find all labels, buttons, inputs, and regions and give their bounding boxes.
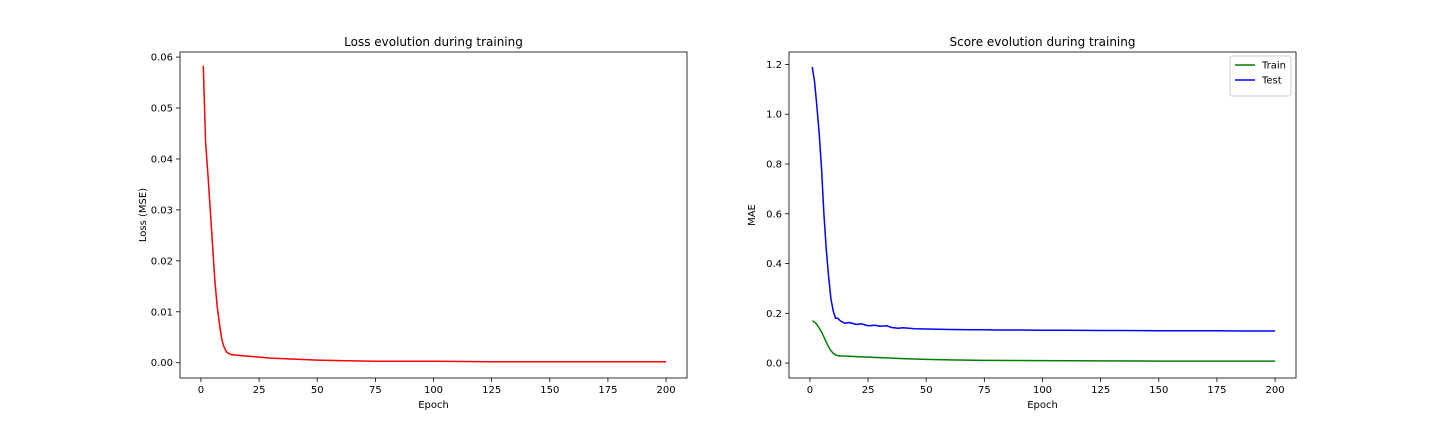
loss-chart: Loss evolution during training Epoch Los… xyxy=(138,35,688,411)
score-chart-ytick-label: 0.6 xyxy=(766,209,782,220)
loss-chart-xtick-label: 25 xyxy=(253,385,266,396)
score-chart-train-line xyxy=(811,320,1276,362)
score-chart-plot-frame xyxy=(788,51,1297,379)
legend-label-train: Train xyxy=(1261,61,1286,72)
loss-chart-ytick-label: 0.00 xyxy=(151,358,173,369)
score-chart-xtick-label: 175 xyxy=(1207,385,1226,396)
loss-chart-ytick-label: 0.03 xyxy=(151,205,173,216)
loss-chart-xtick-label: 200 xyxy=(657,385,676,396)
score-chart: Score evolution during training Epoch MA… xyxy=(747,35,1297,411)
score-chart-xtick-label: 200 xyxy=(1266,385,1285,396)
legend-label-test: Test xyxy=(1261,76,1282,87)
loss-chart-xtick-label: 125 xyxy=(482,385,501,396)
loss-chart-xtick-label: 75 xyxy=(369,385,382,396)
loss-chart-xtick-label: 50 xyxy=(311,385,324,396)
score-chart-ylabel: MAE xyxy=(747,204,758,226)
loss-chart-title: Loss evolution during training xyxy=(344,35,523,49)
loss-chart-ytick-label: 0.01 xyxy=(151,307,173,318)
loss-chart-xtick-label: 150 xyxy=(540,385,559,396)
score-chart-xtick-label: 0 xyxy=(807,385,813,396)
score-chart-xlabel: Epoch xyxy=(1027,400,1058,411)
loss-chart-plot-frame xyxy=(179,51,688,379)
score-chart-test-line xyxy=(811,66,1276,332)
loss-chart-xtick-label: 100 xyxy=(424,385,443,396)
score-chart-ytick-label: 0.8 xyxy=(766,159,782,170)
loss-chart-loss-line xyxy=(202,65,667,363)
loss-chart-xtick-label: 175 xyxy=(598,385,617,396)
score-chart-xtick-label: 75 xyxy=(978,385,991,396)
score-chart-ytick-label: 0.4 xyxy=(766,259,782,270)
legend-frame xyxy=(1229,55,1292,97)
loss-chart-ytick-label: 0.04 xyxy=(151,154,173,165)
loss-chart-xlabel: Epoch xyxy=(418,400,449,411)
score-chart-xtick-label: 125 xyxy=(1091,385,1110,396)
score-chart-xtick-label: 150 xyxy=(1149,385,1168,396)
score-chart-title: Score evolution during training xyxy=(949,35,1135,49)
score-chart-ytick-label: 1.2 xyxy=(766,60,782,71)
loss-chart-ytick-label: 0.05 xyxy=(151,104,173,115)
loss-chart-ytick-label: 0.06 xyxy=(151,53,173,64)
loss-chart-ytick-label: 0.02 xyxy=(151,256,173,267)
score-chart-legend: Train Test xyxy=(1229,55,1292,97)
score-chart-xtick-label: 25 xyxy=(862,385,875,396)
score-chart-ytick-label: 1.0 xyxy=(766,110,782,121)
score-chart-ytick-label: 0.2 xyxy=(766,309,782,320)
score-chart-xtick-label: 100 xyxy=(1033,385,1052,396)
score-chart-ytick-label: 0.0 xyxy=(766,359,782,370)
score-chart-xtick-label: 50 xyxy=(920,385,933,396)
loss-chart-ylabel: Loss (MSE) xyxy=(138,188,149,242)
loss-chart-xtick-label: 0 xyxy=(198,385,204,396)
